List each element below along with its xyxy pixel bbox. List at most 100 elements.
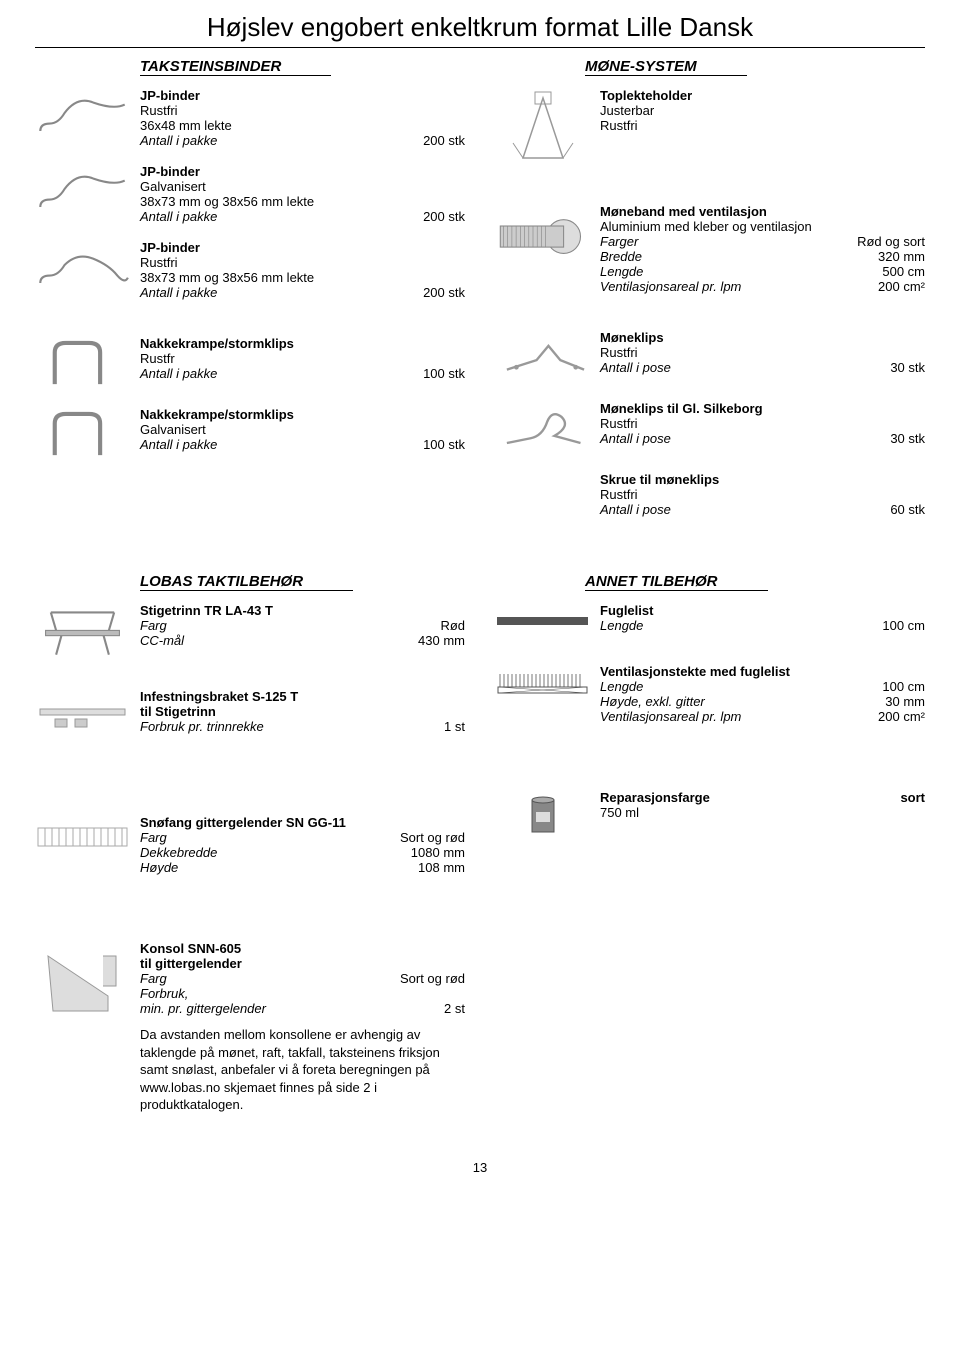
kv-key: Høyde, exkl. gitter: [600, 694, 705, 709]
item-title: Møneklips: [600, 330, 925, 345]
item-sub: Rustfri: [140, 103, 465, 118]
kv-val: 200 cm²: [878, 709, 925, 724]
kv-val: 60 stk: [890, 502, 925, 517]
kv-key: Dekkebredde: [140, 845, 217, 860]
kv-key: CC-mål: [140, 633, 184, 648]
item-sub: Justerbar: [600, 103, 925, 118]
section-lobas-title: LOBAS TAKTILBEHØR: [140, 573, 353, 591]
item-title: Nakkekrampe/stormklips: [140, 336, 465, 351]
item-title: Snøfang gittergelender SN GG-11: [140, 815, 465, 830]
stigetrinn-icon: [35, 603, 130, 663]
item-title: JP-binder: [140, 88, 465, 103]
kv-val: 200 stk: [423, 285, 465, 300]
kv-val: 30 stk: [890, 431, 925, 446]
kv-val: 200 stk: [423, 209, 465, 224]
ventilasjonstekte-icon: [495, 664, 590, 704]
item-sub: Aluminium med kleber og ventilasjon: [600, 219, 925, 234]
kv-val: 100 stk: [423, 366, 465, 381]
kv-val: 2 st: [444, 1001, 465, 1016]
konsol-note: Da avstanden mellom konsollene er avheng…: [140, 1026, 440, 1114]
moneklips-silkeborg-icon: [495, 401, 590, 456]
item-title: Møneklips til Gl. Silkeborg: [600, 401, 925, 416]
item-title: JP-binder: [140, 240, 465, 255]
kv-val: sort: [900, 790, 925, 805]
moneklips-icon: [495, 330, 590, 385]
item-sub: Galvanisert: [140, 179, 465, 194]
item-title: Infestningsbraket S-125 T: [140, 689, 465, 704]
item-sub: Rustfri: [600, 118, 925, 133]
kv-val: 320 mm: [878, 249, 925, 264]
kv-key: Antall i pakke: [140, 133, 217, 148]
kv-val: 1080 mm: [411, 845, 465, 860]
kv-val: Rød: [440, 618, 465, 633]
konsol-bracket-icon: [35, 941, 130, 1021]
kv-val: Sort og rød: [400, 971, 465, 986]
kv-val: 430 mm: [418, 633, 465, 648]
item-spec: 38x73 mm og 38x56 mm lekte: [140, 270, 465, 285]
kv-key: Farg: [140, 971, 167, 986]
kv-val: 200 cm²: [878, 279, 925, 294]
jp-binder-wire-icon: [35, 88, 130, 143]
kv-key: Forbruk,: [140, 986, 188, 1001]
kv-val: 100 cm: [882, 618, 925, 633]
kv-key: Farg: [140, 618, 167, 633]
kv-val: 500 cm: [882, 264, 925, 279]
kv-key: Lengde: [600, 264, 643, 279]
item-sub: Rustfri: [600, 416, 925, 431]
toplekteholder-icon: [495, 88, 590, 168]
item-title: Nakkekrampe/stormklips: [140, 407, 465, 422]
item-sub: til gittergelender: [140, 956, 465, 971]
fuglelist-strip-icon: [495, 603, 590, 638]
kv-key: Antall i pose: [600, 431, 671, 446]
snofang-gitter-icon: [35, 815, 130, 860]
item-sub: Rustfri: [600, 345, 925, 360]
section-taksteinsbinder-title: TAKSTEINSBINDER: [140, 58, 331, 76]
nakkekrampe-icon: [35, 336, 130, 391]
infestningsbraket-icon: [35, 689, 130, 739]
item-title: Skrue til møneklips: [600, 472, 925, 487]
item-sub: Rustfr: [140, 351, 465, 366]
item-title: Ventilasjonstekte med fuglelist: [600, 664, 925, 679]
item-spec: 38x73 mm og 38x56 mm lekte: [140, 194, 465, 209]
item-title: Stigetrinn TR LA-43 T: [140, 603, 465, 618]
kv-key: Høyde: [140, 860, 178, 875]
kv-val: 30 stk: [890, 360, 925, 375]
kv-key: Ventilasjonsareal pr. lpm: [600, 279, 741, 294]
kv-val: 108 mm: [418, 860, 465, 875]
moneband-roll-icon: [495, 204, 590, 269]
jp-binder-wire-icon: [35, 240, 130, 295]
kv-val: Rød og sort: [857, 234, 925, 249]
nakkekrampe-icon: [35, 407, 130, 462]
kv-key: Forbruk pr. trinnrekke: [140, 719, 264, 734]
paint-can-icon: [495, 790, 590, 840]
page-title: Højslev engobert enkeltkrum format Lille…: [35, 12, 925, 48]
item-title: Fuglelist: [600, 603, 925, 618]
kv-val: 100 cm: [882, 679, 925, 694]
section-annet-title: ANNET TILBEHØR: [585, 573, 768, 591]
item-title: Reparasjonsfarge: [600, 790, 710, 805]
item-sub: Rustfri: [600, 487, 925, 502]
kv-key: Lengde: [600, 618, 643, 633]
kv-val: 1 st: [444, 719, 465, 734]
kv-val: 30 mm: [885, 694, 925, 709]
item-title: Toplekteholder: [600, 88, 925, 103]
item-sub: til Stigetrinn: [140, 704, 465, 719]
kv-key: Farger: [600, 234, 638, 249]
kv-key: min. pr. gittergelender: [140, 1001, 266, 1016]
kv-key: Lengde: [600, 679, 643, 694]
item-sub: Rustfri: [140, 255, 465, 270]
item-title: Møneband med ventilasjon: [600, 204, 925, 219]
kv-key: Farg: [140, 830, 167, 845]
item-spec: 36x48 mm lekte: [140, 118, 465, 133]
item-title: Konsol SNN-605: [140, 941, 465, 956]
item-sub: Galvanisert: [140, 422, 465, 437]
item-title: JP-binder: [140, 164, 465, 179]
kv-key: Antall i pakke: [140, 366, 217, 381]
page-number: 13: [35, 1160, 925, 1175]
kv-key: Antall i pakke: [140, 209, 217, 224]
kv-key: Antall i pakke: [140, 437, 217, 452]
kv-key: Bredde: [600, 249, 642, 264]
kv-key: Antall i pakke: [140, 285, 217, 300]
kv-val: 200 stk: [423, 133, 465, 148]
kv-key: Ventilasjonsareal pr. lpm: [600, 709, 741, 724]
